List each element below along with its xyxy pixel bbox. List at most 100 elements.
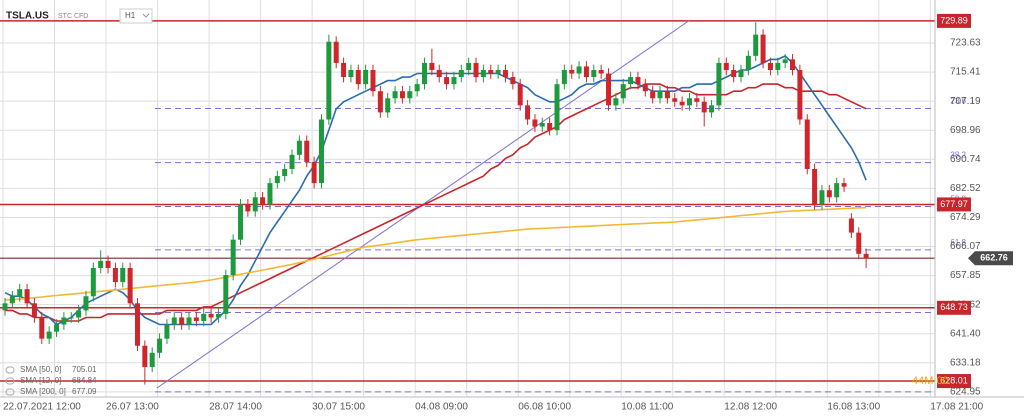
candle-body — [76, 310, 82, 318]
candle-body — [245, 204, 251, 212]
candle-body — [620, 84, 626, 99]
candle-body — [790, 59, 796, 70]
candle-body — [657, 91, 663, 99]
x-tick-label: 26.07 13:00 — [106, 402, 159, 413]
x-tick-label: 22.07.2021 12:00 — [3, 402, 81, 413]
level-box — [937, 13, 971, 28]
candle-body — [495, 69, 501, 74]
candle-body — [171, 317, 177, 325]
candle-body — [61, 317, 67, 325]
legend-eye — [5, 377, 15, 385]
candle-body — [392, 91, 398, 99]
candle-body — [318, 119, 324, 184]
candle-body — [296, 140, 302, 155]
candle-body — [510, 77, 516, 85]
candle-body — [738, 69, 744, 78]
level-label: 677.97 — [940, 199, 968, 209]
x-tick-label: 06.08 10:00 — [518, 402, 571, 413]
candle-body — [709, 105, 715, 113]
candle-body — [863, 253, 869, 259]
candle-body — [429, 62, 435, 70]
candle-body — [333, 41, 339, 63]
candle-body — [68, 317, 74, 319]
y-tick-label: 674.29 — [950, 212, 981, 223]
candle-body — [414, 84, 420, 92]
candle-body — [46, 331, 52, 339]
dropdown-arrow — [142, 13, 150, 18]
candle-body — [664, 91, 670, 99]
candle-body — [591, 69, 597, 78]
candle-body — [466, 62, 472, 70]
candle-body — [554, 84, 560, 131]
candle-body — [797, 69, 803, 120]
timeframe-dropdown[interactable] — [119, 8, 153, 24]
candle-body — [841, 183, 847, 187]
candle-body — [444, 77, 450, 85]
candle-body — [547, 123, 553, 131]
candle-body — [120, 267, 126, 283]
candle-body — [532, 119, 538, 127]
candle-body — [2, 303, 8, 311]
candle-body — [157, 338, 163, 353]
grid — [0, 0, 935, 397]
instrument-type: STC CFD — [58, 13, 88, 20]
y-tick-label: 633.18 — [950, 357, 981, 368]
legend-eye — [5, 366, 15, 374]
candle-body — [642, 84, 648, 92]
candle-body — [760, 34, 766, 63]
candle-body — [480, 69, 486, 78]
candle-body — [569, 69, 575, 74]
current-price-box — [968, 251, 1013, 266]
y-tick-label: 641.40 — [950, 328, 981, 339]
candle-body — [539, 123, 545, 127]
candle-body — [826, 190, 832, 198]
x-tick-label: 10.08 11:00 — [621, 402, 674, 413]
candle-body — [502, 69, 508, 78]
candle-body — [134, 303, 140, 346]
y-tick-label: 624.95 — [950, 387, 981, 398]
candle-body — [260, 197, 266, 205]
candle-body — [848, 218, 854, 233]
candle-body — [90, 267, 96, 297]
fib-label: 23.6 — [950, 97, 966, 106]
candle-body — [804, 119, 810, 169]
candle-body — [164, 324, 170, 339]
candle-body — [9, 296, 15, 304]
candle-body — [311, 161, 317, 184]
candle-body — [819, 190, 825, 205]
level-box — [937, 300, 971, 315]
candle-body — [812, 168, 818, 205]
fib-label: 61.8 — [950, 238, 966, 247]
symbol: TSLA.US — [6, 11, 49, 22]
level-label: 648.73 — [940, 302, 968, 312]
candle-body — [422, 62, 428, 85]
timeframe: H1 — [125, 11, 136, 20]
candles — [2, 22, 869, 385]
candle-body — [193, 317, 199, 321]
candle-body — [628, 77, 634, 85]
y-tick-label: 723.63 — [950, 38, 981, 49]
candle-body — [613, 98, 619, 106]
legend-value: 684.84 — [72, 376, 97, 385]
candle-body — [238, 204, 244, 240]
y-tick-label: 707.19 — [950, 96, 981, 107]
candle-body — [753, 34, 759, 56]
legend-value: 677.09 — [72, 387, 97, 396]
candle-body — [282, 168, 288, 177]
candle-body — [716, 62, 722, 106]
candle-body — [98, 260, 104, 268]
candle-body — [142, 345, 148, 367]
candle-body — [458, 69, 464, 78]
x-tick-label: 28.07 14:00 — [209, 402, 262, 413]
candle-body — [561, 69, 567, 85]
candle-body — [598, 69, 604, 74]
countdown: 44M 00 — [912, 375, 949, 387]
indicator-lines — [4, 54, 867, 326]
candle-body — [488, 69, 494, 74]
level-box — [937, 374, 971, 389]
candle-body — [745, 55, 751, 70]
candle-body — [701, 101, 707, 113]
candle-body — [694, 98, 700, 102]
candle-body — [576, 66, 582, 74]
